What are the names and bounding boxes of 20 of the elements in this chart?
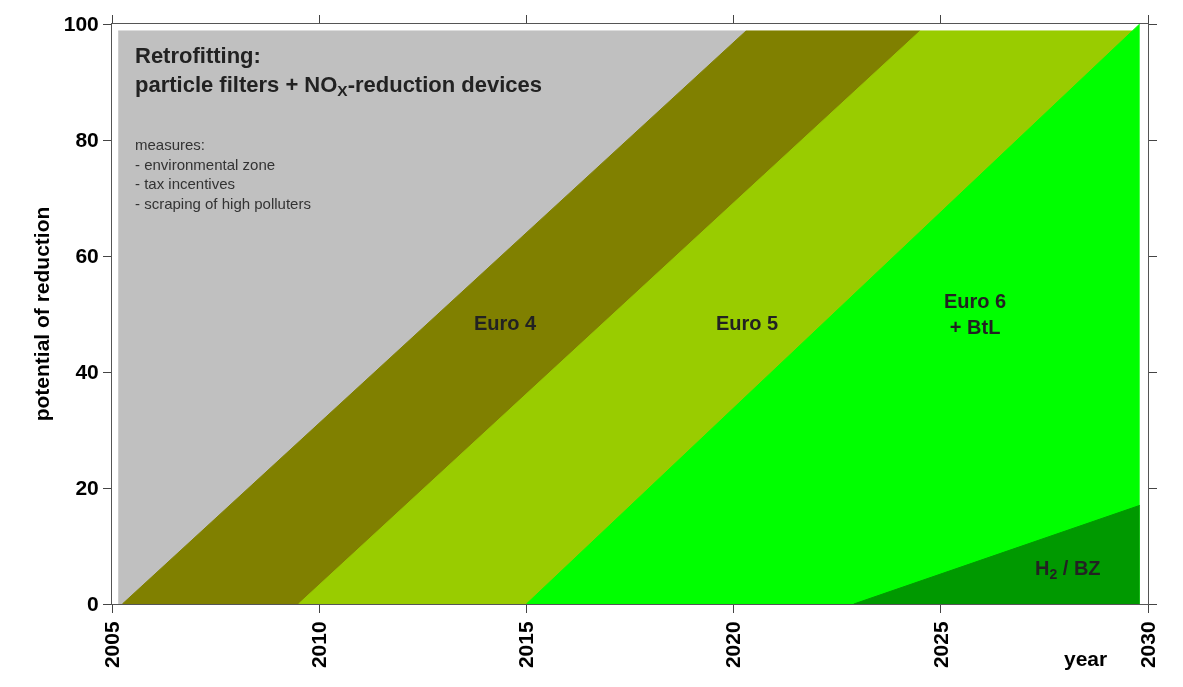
y-tick-label: 80	[75, 128, 99, 152]
series-label: Euro 6 + BtL	[944, 290, 1007, 338]
y-tick-label: 0	[87, 592, 99, 616]
y-tick-label: 40	[75, 360, 99, 384]
x-tick-label: 2015	[514, 621, 538, 669]
y-axis-title: potential of reduction	[29, 206, 53, 422]
series-label: Euro 4	[474, 312, 538, 334]
x-tick-label: 2025	[928, 621, 952, 669]
x-tick-label: 2030	[1135, 621, 1159, 669]
x-tick-label: 2005	[99, 621, 123, 669]
series-label: H$_{2}$ / BZ	[1035, 557, 1101, 583]
x-tick-label: 2010	[307, 621, 331, 669]
x-axis-title: year	[1064, 647, 1108, 670]
y-tick-label: 60	[75, 244, 99, 268]
y-tick-label: 20	[75, 476, 99, 500]
series-label: Retrofitting: particle filters + NO$_{X}$-reduction devices	[135, 43, 543, 100]
x-tick-label: 2020	[721, 621, 745, 669]
annotation: measures: - environmental zone - tax incentives - scraping of high polluters	[135, 136, 311, 212]
series-label: Euro 5	[716, 312, 779, 334]
y-tick-label: 100	[63, 12, 99, 36]
